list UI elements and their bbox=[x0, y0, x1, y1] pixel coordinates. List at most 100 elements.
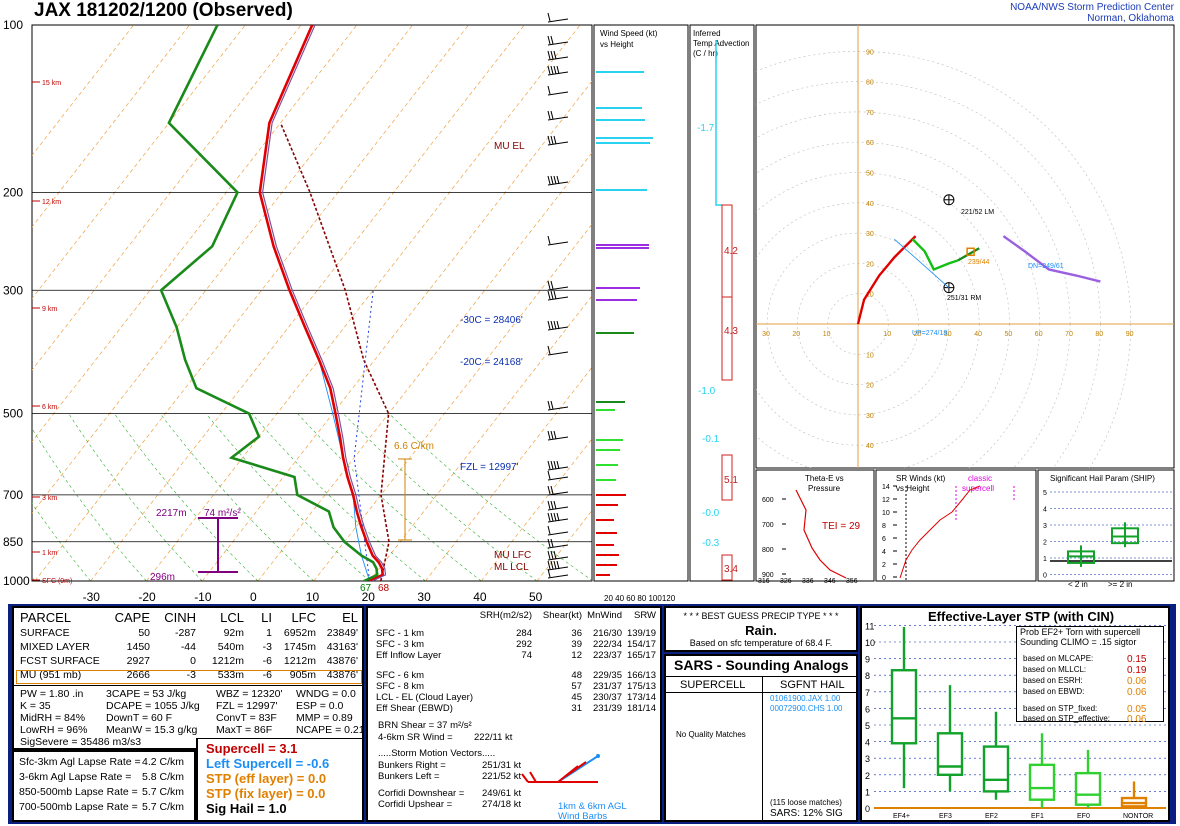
stp-prob-value: 0.05 bbox=[1127, 704, 1147, 715]
theta-xlabel: 336 bbox=[802, 578, 814, 585]
kin-cell: 139/19 bbox=[626, 628, 656, 639]
parcel-cell: MIXED LAYER bbox=[20, 641, 90, 653]
lapse-value: 5.7 C/km bbox=[142, 801, 185, 813]
kin-cell: SFC - 3 km bbox=[376, 639, 425, 650]
ship-ylabel: 1 bbox=[1043, 556, 1047, 563]
tei-label: TEI = 29 bbox=[822, 521, 861, 532]
barb-shaft bbox=[547, 56, 569, 61]
isotherm bbox=[201, 80, 592, 581]
barb-shaft bbox=[547, 491, 569, 496]
hodo-label: 221/52 LM bbox=[961, 209, 994, 216]
stp-ytick: 7 bbox=[865, 688, 870, 698]
isotherm bbox=[313, 223, 592, 581]
hodo-trace bbox=[911, 238, 959, 271]
barb-flag bbox=[553, 50, 557, 60]
wind-axis-label: 20 40 60 80 100120 bbox=[604, 594, 676, 603]
parcel-cell: -44 bbox=[180, 641, 196, 653]
km-label: 9 km bbox=[42, 306, 57, 313]
misc-cell: 3CAPE = 53 J/kg bbox=[106, 688, 187, 700]
ship-ylabel: 3 bbox=[1043, 523, 1047, 530]
stp-prob-value: 0.06 bbox=[1127, 714, 1147, 725]
dry-adiabat bbox=[205, 413, 370, 581]
barb-flag bbox=[547, 290, 551, 300]
org-line1: NOAA/NWS Storm Prediction Center bbox=[1010, 2, 1174, 13]
org-line2: Norman, Oklahoma bbox=[1087, 13, 1174, 24]
kin-cell: 57 bbox=[571, 681, 582, 692]
motion-label: Corfidi Downshear = bbox=[378, 788, 465, 799]
isotherm bbox=[257, 152, 592, 581]
kin-cell: 166/13 bbox=[626, 670, 656, 681]
barb-flag bbox=[550, 460, 554, 470]
parcel-row: FCST SURFACE 2927 0 1212m -6 1212m 43876' bbox=[20, 655, 360, 667]
parcel-cell: -3 bbox=[186, 669, 196, 681]
profile-dewpoint bbox=[159, 25, 379, 581]
stp-box bbox=[936, 732, 964, 777]
barb-flag bbox=[550, 110, 554, 120]
mu-el-label: MU EL bbox=[494, 141, 525, 152]
isotherm bbox=[32, 25, 413, 514]
m30-label: -30C = 28406' bbox=[460, 315, 523, 326]
srw-ylabel: 0 bbox=[882, 575, 886, 582]
parcel-cell: 1212m bbox=[211, 655, 244, 667]
misc-cell: ConvT = 83F bbox=[216, 712, 277, 724]
barb-flag bbox=[547, 345, 551, 355]
lapse-label: 850-500mb Lapse Rate = bbox=[19, 786, 138, 798]
parcel-cell: 43876' bbox=[326, 669, 358, 681]
precip-title: * * * BEST GUESS PRECIP TYPE * * * bbox=[683, 611, 839, 621]
motion-value: 221/52 kt bbox=[482, 771, 522, 782]
barb-flag bbox=[553, 175, 557, 185]
p-tick-label: 700 bbox=[3, 488, 23, 502]
parcel-cell: MU (951 mb) bbox=[20, 669, 82, 681]
p-tick-label: 1000 bbox=[3, 574, 30, 588]
kin-cell: 165/17 bbox=[626, 650, 656, 661]
kin-cell: 175/13 bbox=[626, 681, 656, 692]
dry-adiabat bbox=[32, 428, 147, 581]
parcel-panel: PARCEL CAPE CINH LCL LI LFC EL SURFACE 50… bbox=[12, 606, 365, 750]
hodo-tick: 80 bbox=[866, 80, 874, 87]
isotherm bbox=[369, 295, 592, 581]
ship-ylabel: 5 bbox=[1043, 490, 1047, 497]
barb-flag bbox=[547, 65, 551, 75]
tadv-value: -1.0 bbox=[698, 386, 716, 397]
barb-flag bbox=[547, 110, 551, 120]
hodo-tick: 10 bbox=[866, 352, 874, 359]
tadv-warm bbox=[721, 296, 733, 381]
parcel-cell: 1212m bbox=[283, 655, 316, 667]
motion-label: Bunkers Right = bbox=[378, 760, 446, 771]
km-label: SFC (9m) bbox=[42, 578, 72, 585]
barb-shaft bbox=[547, 406, 569, 411]
wind-barbs bbox=[547, 12, 569, 579]
theta-ylabel: 700 bbox=[762, 522, 774, 529]
hodo-tick: 90 bbox=[866, 49, 874, 56]
barb-shaft bbox=[547, 71, 569, 76]
kin-cell: 284 bbox=[516, 628, 532, 639]
analogs-supercell: SUPERCELL bbox=[680, 679, 746, 691]
hodo-tick: 30 bbox=[866, 413, 874, 420]
stp-box bbox=[890, 669, 918, 745]
barb-flag bbox=[550, 175, 554, 185]
hodo-srh-line bbox=[894, 238, 950, 288]
barb-flag bbox=[556, 560, 560, 570]
tadv-value: 3.4 bbox=[724, 564, 738, 575]
stp-ytick: 4 bbox=[865, 738, 870, 748]
ship-ylabel: 0 bbox=[1043, 573, 1047, 580]
barb-shaft bbox=[547, 18, 569, 23]
motion-label: Corfidi Upshear = bbox=[378, 799, 453, 810]
hodo-tick: 70 bbox=[1065, 331, 1073, 338]
barb-flag bbox=[550, 135, 554, 145]
srw-ylabel: 4 bbox=[882, 549, 886, 556]
composites-panel: Supercell = 3.1 Left Supercell = -0.6 ST… bbox=[196, 738, 364, 822]
barb-flag bbox=[550, 400, 554, 410]
analogs-title: SARS - Sounding Analogs bbox=[674, 657, 849, 673]
sr46-value: 222/11 kt bbox=[474, 732, 513, 743]
misc-cell: ESP = 0.0 bbox=[296, 700, 344, 712]
theta-line bbox=[795, 489, 847, 579]
kin-row: Eff Inflow Layer 74 12 223/37 165/17 bbox=[368, 650, 660, 661]
hodo-tick: 80 bbox=[1095, 331, 1103, 338]
dry-adiabat bbox=[388, 413, 592, 581]
misc-cell: DCAPE = 1055 J/kg bbox=[106, 700, 200, 712]
km-label: 3 km bbox=[42, 495, 57, 502]
parcel-row: MIXED LAYER 1450 -44 540m -3 1745m 43163' bbox=[20, 641, 360, 653]
theta-e-panel bbox=[755, 469, 875, 582]
mu-highlight bbox=[16, 670, 362, 684]
